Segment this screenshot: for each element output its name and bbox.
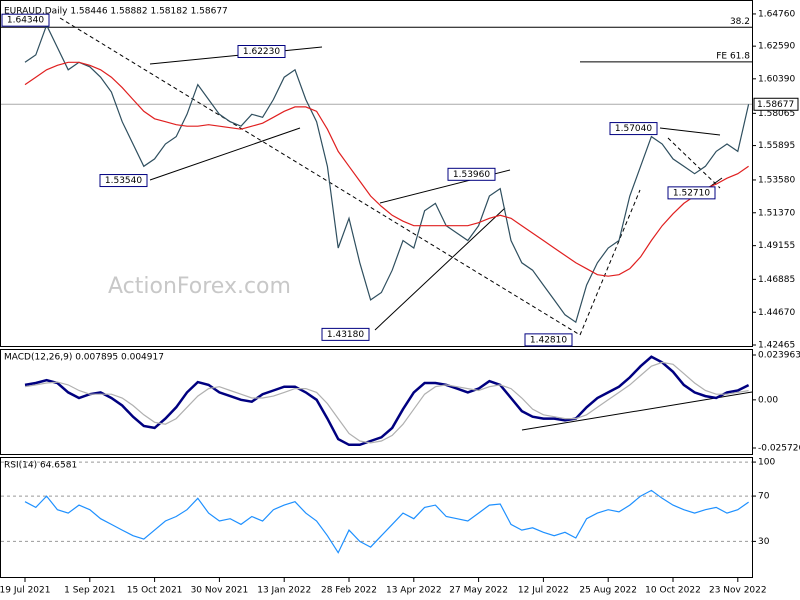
x-tick-label: 19 Jul 2021	[0, 586, 50, 596]
x-tick-label: 25 Aug 2022	[579, 586, 637, 596]
trendline	[149, 127, 301, 181]
rsi-panel	[0, 457, 753, 578]
annotation-box	[321, 327, 370, 341]
price-tag	[753, 97, 799, 111]
y-tick-label: 30	[758, 537, 770, 547]
annotation-label: 1.53540	[105, 176, 142, 186]
trendline	[149, 46, 323, 65]
y-tick-label: 1.58065	[758, 109, 795, 119]
x-tick-label: 15 Oct 2021	[127, 586, 183, 596]
price-tag-label: 1.58677	[757, 100, 794, 110]
level-label: FE 61.8	[716, 51, 750, 61]
x-tick-label: 27 May 2022	[449, 586, 508, 596]
series-line	[24, 23, 750, 324]
price-panel	[0, 0, 753, 347]
annotation-box	[1, 13, 50, 27]
series-line	[24, 355, 750, 447]
series-line	[24, 61, 749, 277]
series-line	[24, 489, 749, 554]
y-tick-label: 0.023963	[758, 350, 800, 360]
annotation-box	[524, 333, 573, 347]
x-tick-label: 10 Oct 2022	[645, 586, 701, 596]
x-tick-label: 12 Jul 2022	[518, 586, 569, 596]
chart-title: EURAUD,Daily 1.58446 1.58882 1.58182 1.5…	[4, 7, 228, 17]
y-tick-label: 1.62590	[758, 42, 795, 52]
annotation-box	[447, 167, 496, 181]
y-tick-label: 1.51370	[758, 208, 795, 218]
annotation-box	[609, 122, 658, 136]
annotation-label: 1.62230	[243, 47, 280, 57]
y-tick-label: 1.60390	[758, 74, 795, 84]
annotation-label: 1.57040	[615, 124, 652, 134]
watermark: ActionForex.com	[108, 274, 291, 299]
trendline	[374, 207, 506, 331]
rsi-title: RSI(14) 64.6581	[4, 461, 77, 471]
y-tick-label: 1.46885	[758, 275, 795, 285]
y-tick-label: 100	[758, 458, 775, 468]
y-tick-label: 1.49155	[758, 241, 795, 251]
level-label: 38.2	[730, 17, 750, 27]
y-tick-label: 1.64760	[758, 9, 795, 19]
y-tick-label: 70	[758, 492, 770, 502]
x-tick-label: 13 Jan 2022	[257, 586, 311, 596]
y-tick-label: 1.44670	[758, 308, 795, 318]
y-tick-label: 1.55895	[758, 141, 795, 151]
annotation-label: 1.43180	[327, 330, 364, 340]
trendline	[667, 137, 721, 189]
annotation-label: 1.53960	[453, 170, 490, 180]
annotation-box	[99, 174, 148, 188]
macd-panel	[0, 349, 753, 455]
trendline	[579, 189, 641, 336]
trendline	[59, 17, 581, 336]
annotation-label: 1.42810	[530, 335, 567, 345]
annotation-label: 1.64340	[7, 16, 44, 26]
annotation-label: 1.52710	[673, 188, 710, 198]
annotation-box	[667, 186, 716, 200]
x-tick-label: 30 Nov 2021	[191, 586, 249, 596]
macd-title: MACD(12,26,9) 0.007895 0.004917	[4, 353, 164, 363]
x-tick-label: 28 Feb 2022	[321, 586, 377, 596]
y-tick-label: 1.53580	[758, 175, 795, 185]
trendline	[659, 127, 721, 136]
annotation-box	[237, 45, 286, 59]
y-tick-label: -0.025726	[758, 443, 800, 453]
y-tick-label: 0.00	[758, 395, 778, 405]
x-tick-label: 1 Sep 2021	[64, 586, 115, 596]
y-tick-label: 1.42465	[758, 340, 795, 350]
x-tick-label: 23 Nov 2022	[709, 586, 767, 596]
series-line	[24, 361, 749, 444]
x-tick-label: 13 Apr 2022	[386, 586, 442, 596]
